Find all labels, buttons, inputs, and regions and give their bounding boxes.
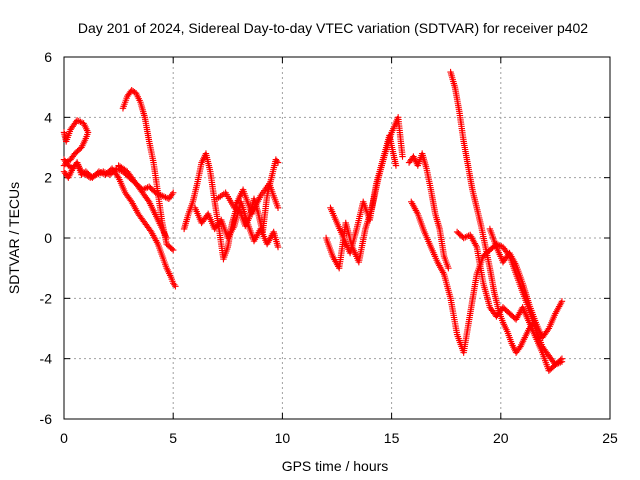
series-seg3	[60, 159, 179, 290]
data-point	[114, 172, 121, 180]
series-seg4	[119, 86, 177, 254]
x-axis-label: GPS time / hours	[282, 458, 389, 474]
y-axis-label: SDTVAR / TECUs	[6, 182, 22, 294]
data-point	[168, 245, 176, 253]
series-seg12	[408, 198, 566, 368]
series-seg14	[453, 228, 566, 374]
data-point	[558, 298, 566, 305]
data-point	[168, 191, 176, 198]
x-tick-label: 15	[384, 430, 400, 446]
x-tick-label: 20	[493, 430, 509, 446]
data-point	[445, 264, 452, 272]
series-seg10	[327, 132, 400, 257]
x-tick-label: 0	[60, 430, 68, 446]
data-point	[558, 355, 566, 362]
data-point	[399, 153, 406, 160]
x-tick-label: 25	[602, 430, 618, 446]
data-point	[273, 157, 281, 165]
data-point	[171, 281, 178, 288]
y-tick-label: 0	[44, 230, 52, 246]
x-tick-label: 5	[169, 430, 177, 446]
data-point	[147, 227, 154, 234]
y-tick-label: -2	[40, 290, 53, 306]
data-point	[516, 344, 523, 352]
data-point	[127, 197, 134, 204]
data-point	[163, 234, 170, 242]
y-tick-label: -4	[40, 351, 53, 367]
y-tick-label: -6	[40, 411, 53, 427]
series-seg9	[322, 114, 406, 272]
data-point	[274, 204, 282, 212]
data-marks	[60, 68, 566, 374]
axis-ticks: 0 5 10 15 20 25 -6 -4 -2 0 2 4 6	[40, 49, 618, 446]
data-point	[392, 162, 400, 169]
series-seg5	[115, 162, 170, 242]
data-point	[557, 356, 564, 364]
data-point	[144, 197, 152, 204]
y-tick-label: 2	[44, 170, 52, 186]
series-seg11	[405, 150, 452, 272]
series-seg8	[213, 180, 282, 218]
chart-title: Day 201 of 2024, Sidereal Day-to-day VTE…	[78, 20, 588, 36]
y-tick-label: 6	[44, 49, 52, 65]
data-point	[274, 243, 282, 251]
series-seg15	[486, 225, 566, 341]
data-point	[274, 159, 282, 166]
data-point	[172, 283, 179, 290]
y-tick-label: 4	[44, 109, 52, 125]
data-point	[544, 326, 551, 334]
data-point	[170, 246, 177, 254]
series-seg7	[191, 198, 282, 251]
series-seg13	[447, 68, 537, 356]
data-point	[77, 118, 84, 126]
x-tick-label: 10	[275, 430, 291, 446]
data-point	[170, 189, 177, 196]
